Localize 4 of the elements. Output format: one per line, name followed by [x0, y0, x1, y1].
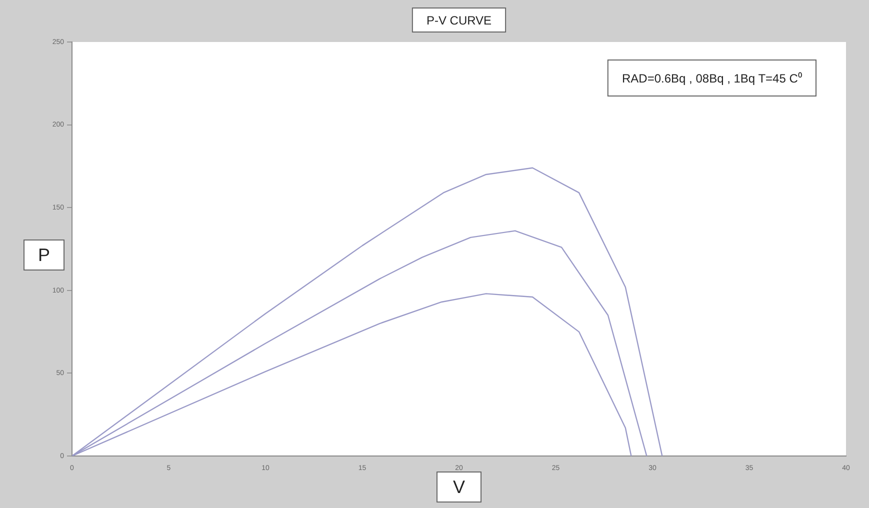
y-axis-title: P [38, 244, 50, 265]
annotation: RAD=0.6Bq , 08Bq , 1Bq T=45 C⁰ [622, 71, 802, 86]
x-axis-title: V [452, 476, 466, 497]
chart-title: P-V CURVE [426, 13, 492, 28]
